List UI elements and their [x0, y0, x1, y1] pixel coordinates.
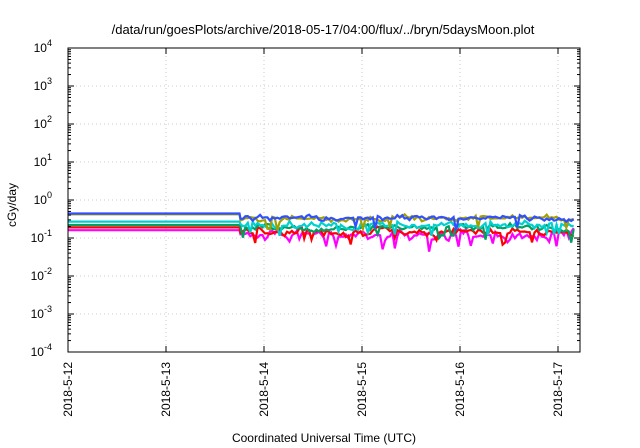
x-axis-ticks: 2018-5-12 2018-5-13 2018-5-14 2018-5-15 2018… [61, 48, 565, 417]
y-tick-label: 103 [34, 76, 52, 93]
x-tick-label: 2018-5-14 [257, 362, 271, 417]
y-tick-label: 102 [34, 114, 52, 131]
y-tick-label: 10-4 [31, 342, 52, 359]
y-tick-label: 101 [34, 152, 52, 169]
series-line [68, 221, 575, 243]
series-line [68, 212, 575, 233]
x-tick-label: 2018-5-15 [355, 362, 369, 417]
x-axis-label: Coordinated Universal Time (UTC) [232, 431, 416, 445]
x-tick-label: 2018-5-17 [551, 362, 565, 417]
y-tick-label: 104 [34, 38, 52, 55]
x-tick-label: 2018-5-12 [61, 362, 75, 417]
y-axis-label: cGy/day [5, 183, 19, 227]
x-tick-label: 2018-5-13 [159, 362, 173, 417]
series-line [68, 212, 575, 231]
y-tick-label: 100 [34, 190, 52, 207]
series-group [68, 212, 575, 252]
series-line [68, 225, 575, 247]
y-tick-label: 10-1 [31, 228, 52, 245]
chart-title: /data/run/goesPlots/archive/2018-05-17/0… [112, 22, 535, 37]
x-tick-label: 2018-5-16 [453, 362, 467, 417]
y-axis-ticks: 10-4 10-3 10-2 10-1 100 101 102 103 104 [31, 38, 580, 359]
grid-lines [68, 48, 580, 352]
y-tick-label: 10-3 [31, 304, 52, 321]
y-tick-label: 10-2 [31, 266, 52, 283]
